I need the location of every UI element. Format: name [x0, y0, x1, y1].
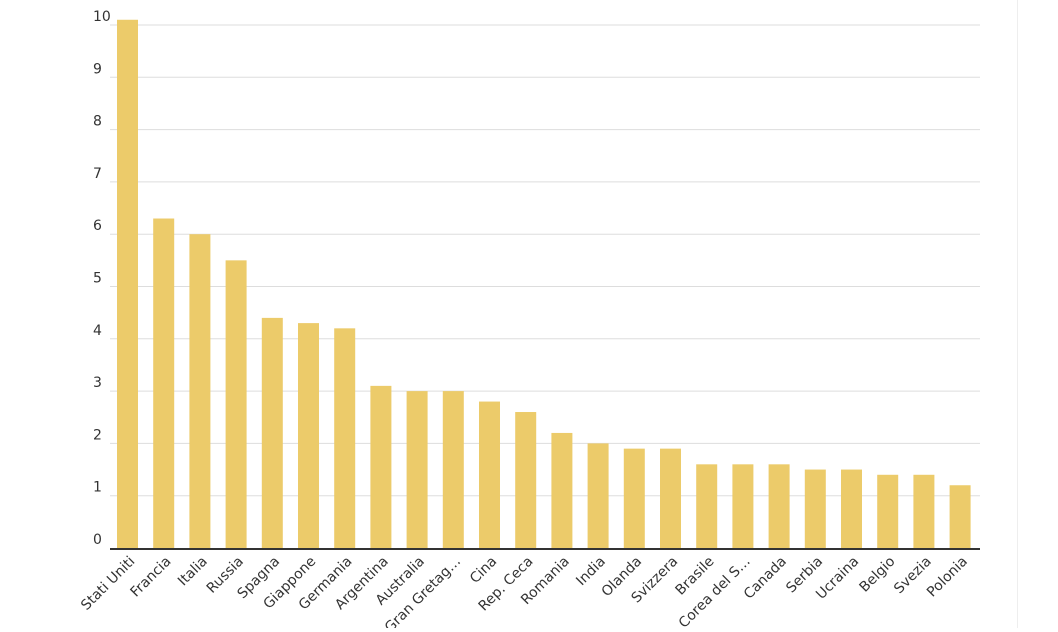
x-tick-label: Polonia [924, 554, 971, 601]
y-tick-label: 10 [93, 9, 111, 25]
x-tick-label: Cina [467, 554, 500, 587]
x-tick-label: Stati Uniti [78, 554, 138, 614]
x-tick-label: Francia [128, 554, 175, 601]
bar [334, 328, 356, 548]
bar [841, 469, 862, 548]
y-tick-label: 5 [93, 271, 102, 287]
bar [225, 260, 247, 548]
y-tick-label: 8 [93, 114, 102, 130]
y-tick-label: 0 [93, 532, 102, 548]
y-axis-tick-labels: 0 1 2 3 4 5 6 7 8 9 10 [93, 9, 111, 548]
y-tick-label: 6 [93, 218, 102, 234]
bar [442, 391, 464, 548]
x-tick-label: Belgio [856, 554, 898, 596]
bar [696, 464, 718, 548]
bar [877, 474, 899, 548]
y-tick-label: 1 [93, 480, 102, 496]
y-tick-label: 2 [93, 427, 102, 443]
bar [406, 391, 428, 548]
bar [370, 385, 392, 548]
panel-divider [1017, 0, 1018, 628]
bar [949, 485, 971, 548]
bar [479, 401, 500, 548]
bar [261, 317, 283, 548]
bar [117, 19, 138, 548]
bar [623, 448, 645, 548]
y-tick-label: 4 [93, 323, 102, 339]
bar [189, 234, 211, 548]
bar [587, 443, 609, 548]
bar [298, 323, 319, 548]
y-tick-label: 9 [93, 61, 102, 77]
bar [804, 469, 826, 548]
bars [117, 19, 971, 548]
bar [153, 218, 175, 548]
y-tick-label: 3 [93, 375, 102, 391]
y-tick-label: 7 [93, 166, 102, 182]
bar [551, 432, 573, 548]
grid-lines [110, 24, 980, 497]
bar [732, 464, 754, 548]
bar [660, 448, 681, 548]
bar [768, 464, 790, 548]
bar [913, 474, 935, 548]
bar [515, 412, 537, 548]
